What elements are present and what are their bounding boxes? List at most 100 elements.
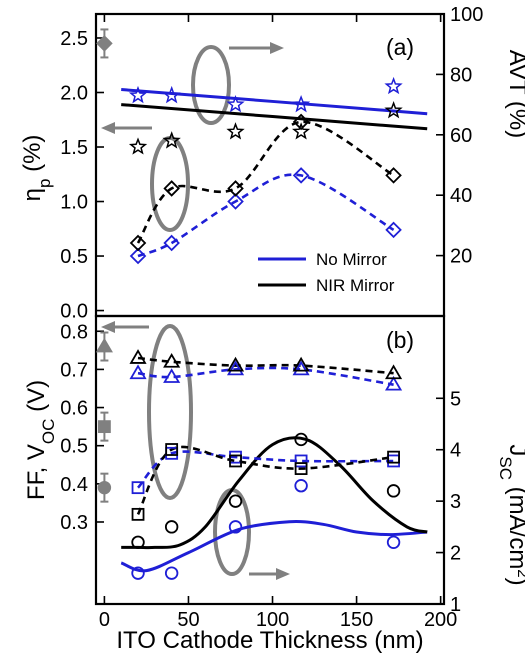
panel0-series-0-point-3 <box>292 167 310 184</box>
panel0-series-3-point-0 <box>128 137 148 155</box>
panel1-series-3-point-3 <box>294 462 308 475</box>
panel0-series-0-point-2 <box>227 193 244 210</box>
panel0-right-tick-label-1: 40 <box>450 185 472 207</box>
series-layer <box>95 28 403 580</box>
panel1-series-4-point-0 <box>131 566 145 580</box>
panel0-series-1-point-0 <box>129 234 147 252</box>
panel1-series-1-line <box>137 356 394 375</box>
panel0-right-tick-label-2: 60 <box>450 125 472 147</box>
panel-b-frame <box>94 314 446 606</box>
panel1-series-4-point-4 <box>386 535 401 549</box>
x-tick-label-4: 200 <box>424 609 457 631</box>
panel0-left-tick-label-0: 0.0 <box>60 301 88 323</box>
panel0-series-0-line <box>137 173 395 258</box>
annotation-arrowhead-avt <box>270 42 284 54</box>
panel1-series-5-point-4 <box>386 484 401 498</box>
panel1-series-1-point-2 <box>226 356 245 372</box>
panel0-series-2-point-4 <box>384 76 403 95</box>
panel0-fit-1 <box>121 103 428 131</box>
panel-a-right-axis-title: AVT (%) <box>504 50 525 138</box>
panel0-left-tick-label-1: 0.5 <box>60 246 88 268</box>
panel1-series-4-point-2 <box>228 520 243 534</box>
panel0-series-1-line <box>136 120 395 244</box>
panel1-series-3-point-0 <box>131 507 145 521</box>
panel0-series-2-point-3 <box>292 95 311 113</box>
panel1-series-5-point-2 <box>228 494 243 508</box>
panel0-series-1-point-3 <box>292 113 310 131</box>
panel0-series-1-point-2 <box>227 180 244 197</box>
panel1-left-tick-label-4: 0.7 <box>60 359 88 381</box>
panel1-series-3-point-4 <box>387 450 400 464</box>
panel1-series-1-point-3 <box>292 356 310 372</box>
panel1-series-6-point-0 <box>95 337 113 353</box>
panel1-series-5-point-0 <box>131 535 145 549</box>
panel0-series-3-point-2 <box>226 122 245 140</box>
panel1-series-0-point-4 <box>384 375 403 391</box>
panel1-series-5-point-1 <box>164 520 179 534</box>
panel1-right-tick-label-4: 5 <box>450 388 461 410</box>
x-axis-title: ITO Cathode Thickness (nm) <box>116 627 423 654</box>
panel0-series-3-point-4 <box>384 100 403 119</box>
panel0-left-tick-label-5: 2.5 <box>60 28 88 50</box>
panel1-series-0-point-1 <box>163 368 181 383</box>
panel1-fit-1 <box>121 436 428 550</box>
x-tick-label-2: 100 <box>256 609 289 631</box>
panel0-series-0-point-4 <box>385 221 402 239</box>
panel1-series-2-point-3 <box>294 454 308 468</box>
x-tick-label-0: 0 <box>99 609 110 631</box>
panel1-series-0-point-3 <box>292 360 310 376</box>
panel1-left-tick-label-1: 0.4 <box>60 474 88 496</box>
x-tick-label-1: 50 <box>177 609 199 631</box>
panel1-left-tick-label-3: 0.6 <box>60 398 88 420</box>
legend-label-no-mirror: No Mirror <box>316 250 387 269</box>
annotation-ellipse-ff <box>147 324 193 500</box>
ticks-layer: 0 50 100 150 2000.00.51.01.52.02.52040608010… <box>60 4 483 631</box>
annotation-arrowhead-eta <box>101 122 115 134</box>
panel1-left-tick-label-0: 0.3 <box>60 512 88 534</box>
panel1-series-1-point-0 <box>129 349 147 364</box>
panel0-series-0-point-0 <box>129 247 147 265</box>
annotation-ellipse-avt <box>191 45 231 125</box>
panel0-series-2-point-2 <box>226 94 245 113</box>
panel1-left-tick-label-5: 0.8 <box>60 321 88 343</box>
panel1-series-7-point-0 <box>98 420 111 434</box>
panel-a-left-axis-title: ηp (%) <box>19 135 54 202</box>
panel1-right-tick-label-2: 3 <box>450 491 461 513</box>
panel0-right-tick-label-0: 20 <box>450 246 472 268</box>
panel0-right-tick-label-4: 100 <box>450 4 483 26</box>
panel0-series-2-point-1 <box>162 85 181 104</box>
panel-b-label: (b) <box>386 327 414 353</box>
panel1-series-4-point-3 <box>294 479 308 493</box>
panel1-series-0-point-2 <box>226 360 245 376</box>
panel1-right-tick-label-1: 2 <box>450 543 461 565</box>
panel1-series-2-point-0 <box>131 481 145 495</box>
panel0-series-3-point-3 <box>292 122 311 140</box>
annotation-arrowhead-jsc <box>276 568 290 580</box>
panel1-series-1-point-4 <box>384 364 403 380</box>
panel0-series-0-point-1 <box>163 234 180 252</box>
panel1-series-4-point-1 <box>164 566 179 580</box>
panel1-series-3-line <box>136 445 394 515</box>
panel1-series-3-point-2 <box>229 454 242 468</box>
panel0-series-1-point-4 <box>385 167 402 184</box>
panel1-series-8-point-0 <box>97 480 112 495</box>
panel1-right-tick-label-3: 4 <box>450 440 461 462</box>
panel1-series-5-point-3 <box>294 432 308 447</box>
legend: No Mirror NIR Mirror <box>258 250 395 295</box>
panel-b-left-axis-title: FF, VOC (V) <box>23 380 58 500</box>
panel-a-label: (a) <box>386 34 414 60</box>
panel0-series-4-point-0 <box>96 35 113 52</box>
panel0-left-tick-label-3: 1.5 <box>60 137 88 159</box>
panel1-series-0-point-0 <box>129 364 147 380</box>
panel0-fit-0 <box>121 88 428 116</box>
panel1-fit-0 <box>120 520 428 573</box>
panel0-series-1-point-1 <box>163 180 180 197</box>
panel0-right-tick-label-3: 80 <box>450 64 472 86</box>
panel-b-right-axis-title: JSC (mA/cm2) <box>497 444 525 585</box>
panel0-series-3-point-1 <box>162 131 181 149</box>
panel1-left-tick-label-2: 0.5 <box>60 436 88 458</box>
panel0-left-tick-label-4: 2.0 <box>60 82 88 104</box>
panel1-series-1-point-1 <box>163 352 181 368</box>
x-tick-label-3: 150 <box>340 609 373 631</box>
panel1-series-0-line <box>137 366 394 386</box>
